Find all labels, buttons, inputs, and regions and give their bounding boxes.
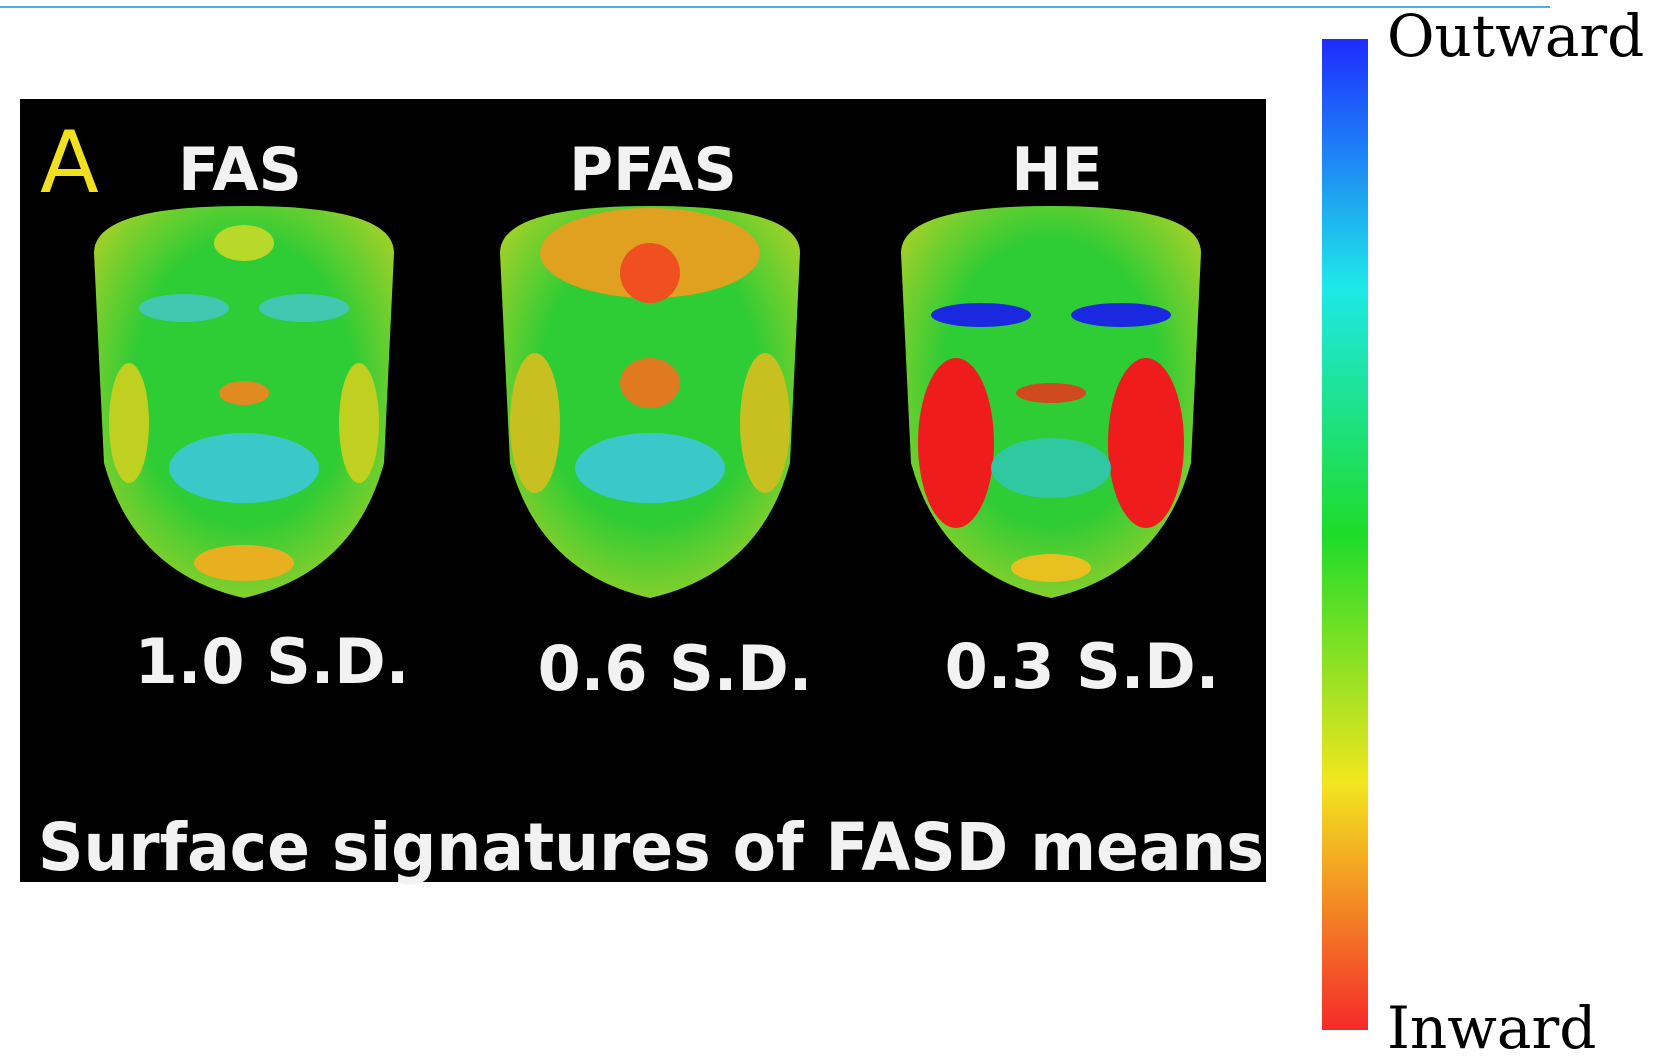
face-sd: 0.6 S.D. [538, 632, 813, 705]
colorbar-top-label: Outward [1387, 2, 1644, 70]
panel-label: A [40, 113, 99, 213]
face-title: FAS [178, 135, 302, 205]
colorbar [1322, 39, 1368, 1030]
face-sd: 0.3 S.D. [945, 630, 1220, 703]
face-title: HE [1011, 135, 1102, 205]
page: A FAS PFAS HE 1.0 S.D. 0.6 S.D. 0.3 S.D.… [0, 0, 1680, 1056]
colorbar-bottom-label: Inward [1387, 994, 1596, 1056]
face-title: PFAS [569, 135, 737, 205]
caption: Surface signatures of FASD means [38, 809, 1264, 886]
face-sd: 1.0 S.D. [135, 625, 410, 698]
